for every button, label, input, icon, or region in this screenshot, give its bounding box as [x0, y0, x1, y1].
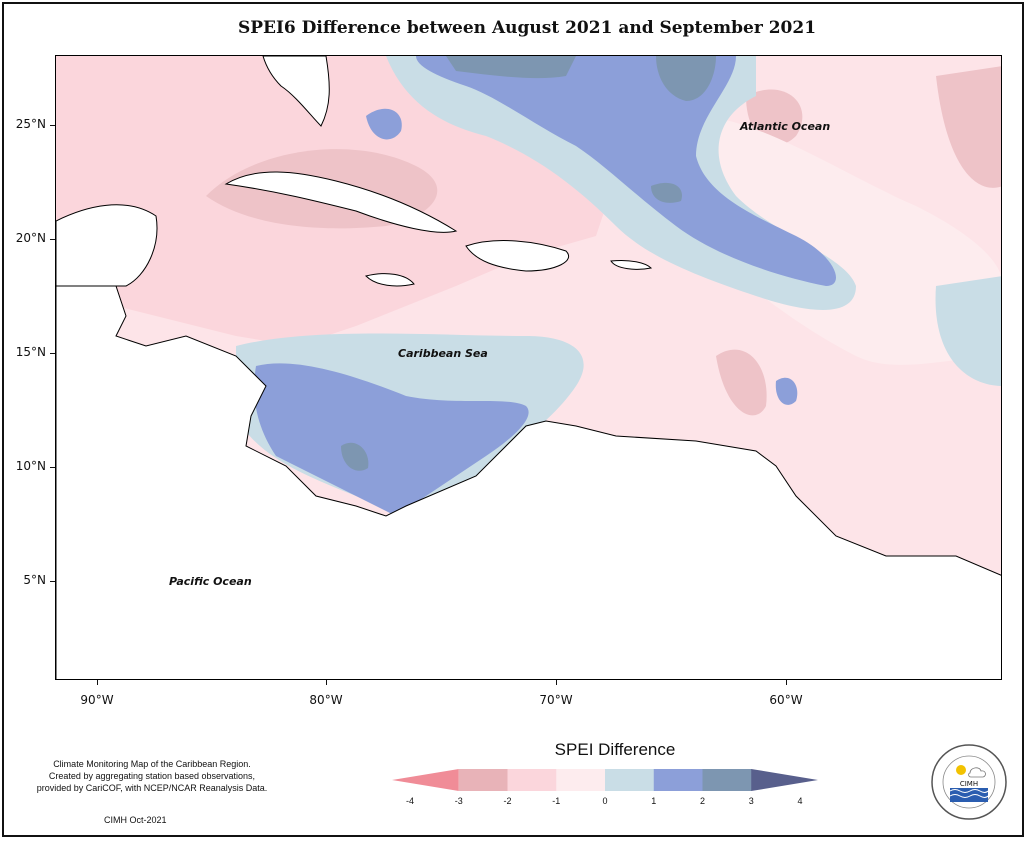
logo-abbr: CIMH	[960, 780, 978, 788]
very-wet-region-caribbean	[341, 442, 369, 471]
wet-region-bahamas	[366, 108, 402, 140]
land-florida	[262, 56, 330, 127]
lon-tick	[556, 680, 557, 685]
land-puerto-rico	[610, 260, 653, 270]
land-yucatan	[56, 204, 158, 287]
lat-label-5: 5°N	[23, 573, 46, 587]
waves-icon	[950, 788, 988, 802]
lat-tick	[50, 467, 55, 468]
caribbean-sea-label: Caribbean Sea	[398, 347, 488, 360]
credit-text: CIMH Oct-2021	[104, 815, 167, 825]
very-wet-region-center	[651, 182, 682, 203]
legend-swatch	[507, 769, 557, 791]
lat-tick	[50, 239, 55, 240]
land-cuba	[224, 171, 458, 233]
wet-region-lesser-antilles	[775, 377, 798, 405]
legend-tick-label: 0	[602, 796, 608, 806]
lat-tick	[50, 125, 55, 126]
cimh-logo: CIMH	[930, 743, 1008, 821]
lon-label-70: 70°W	[539, 693, 573, 707]
legend-tick-label: 3	[748, 796, 754, 806]
map-panel: Atlantic Ocean Caribbean Sea Pacific Oce…	[55, 55, 1002, 680]
legend-title: SPEI Difference	[554, 740, 676, 759]
very-wet-region-northeast	[656, 56, 716, 101]
lon-label-90: 90°W	[80, 693, 114, 707]
lat-label-25: 25°N	[15, 117, 46, 131]
very-wet-region-north	[446, 56, 576, 79]
lon-tick	[97, 680, 98, 685]
legend-swatch	[556, 769, 606, 791]
legend-tick-label: -4	[405, 796, 414, 806]
land-jamaica	[365, 273, 415, 287]
land-central-south-america	[56, 285, 1001, 679]
lat-label-10: 10°N	[15, 459, 46, 473]
notes-line-3: provided by CariCOF, with NCEP/NCAR Rean…	[36, 783, 268, 793]
cimh-logo-graphic: CIMH	[931, 744, 1007, 820]
neutral-region-atlantic	[687, 116, 1001, 365]
lon-label-80: 80°W	[309, 693, 343, 707]
strong-dry-region-east	[936, 66, 1001, 188]
legend-tick-label: -3	[454, 796, 463, 806]
lat-tick	[50, 353, 55, 354]
legend-tick-label: -2	[503, 796, 512, 806]
lat-label-15: 15°N	[15, 345, 46, 359]
legend-swatch	[458, 769, 508, 791]
lon-tick	[786, 680, 787, 685]
legend-swatch	[392, 769, 459, 791]
legend-swatch	[751, 769, 818, 791]
legend-tick-label: 1	[651, 796, 657, 806]
legend-colorbar: -4 -3 -2 -1 0 1 2 3 4	[380, 768, 830, 818]
atlantic-ocean-label: Atlantic Ocean	[740, 120, 831, 133]
sun-icon	[956, 765, 966, 775]
wet-region-caribbean	[254, 363, 529, 516]
strong-dry-region-antilles	[716, 349, 767, 416]
source-notes: Climate Monitoring Map of the Caribbean …	[22, 758, 282, 794]
cloud-icon	[968, 767, 986, 778]
lat-label-20: 20°N	[15, 231, 46, 245]
legend-tick-label: 4	[797, 796, 803, 806]
legend-swatch	[605, 769, 655, 791]
legend-swatch	[702, 769, 752, 791]
legend-swatches	[392, 769, 818, 791]
spei-field	[56, 56, 1001, 679]
lon-label-60: 60°W	[769, 693, 803, 707]
notes-line-2: Created by aggregating station based obs…	[48, 771, 256, 781]
strong-dry-region-atlantic	[746, 89, 803, 145]
lon-tick	[326, 680, 327, 685]
pacific-ocean-label: Pacific Ocean	[169, 575, 252, 588]
notes-line-1: Climate Monitoring Map of the Caribbean …	[53, 759, 251, 769]
lat-tick	[50, 581, 55, 582]
legend-swatch	[653, 769, 703, 791]
map-title: SPEI6 Difference between August 2021 and…	[237, 18, 817, 38]
wet-region-north	[416, 56, 836, 286]
mild-wet-region-east	[935, 276, 1001, 386]
land-hispaniola	[465, 240, 569, 272]
legend-tick-label: 2	[699, 796, 705, 806]
legend-tick-label: -1	[552, 796, 561, 806]
